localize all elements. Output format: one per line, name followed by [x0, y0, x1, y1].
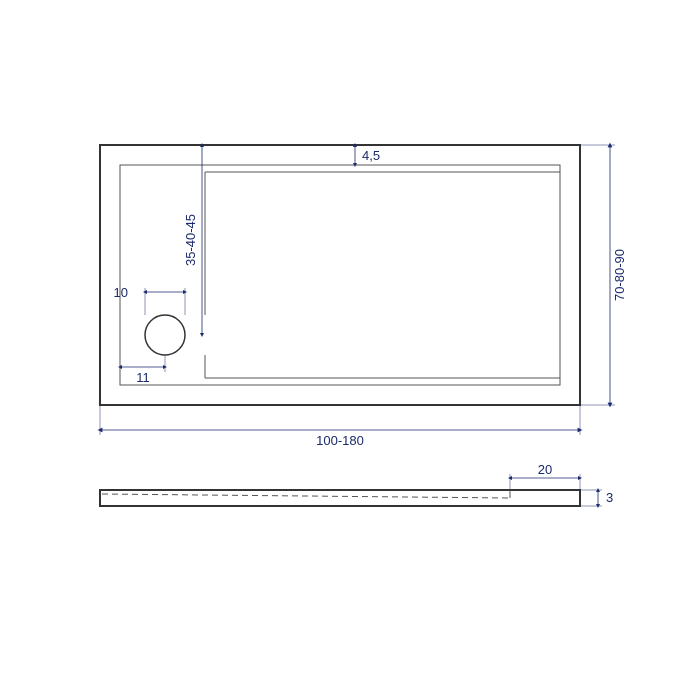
- dim-drain-y: 35-40-45: [183, 145, 202, 335]
- side-view: [100, 490, 580, 506]
- tray-outer-rect: [100, 145, 580, 405]
- dim-side-thick-label: 3: [606, 490, 613, 505]
- dimension-diagram: 100-180 70-80-90 4,5 10 35-40-45 11: [0, 0, 700, 700]
- dim-side-edge-label: 20: [538, 462, 552, 477]
- tray-inner-rect: [120, 165, 560, 385]
- side-dash: [102, 494, 510, 498]
- dim-width-label: 100-180: [316, 433, 364, 448]
- dim-height: 70-80-90: [580, 145, 627, 405]
- dim-height-label: 70-80-90: [612, 249, 627, 301]
- top-view: [100, 145, 580, 405]
- side-rect: [100, 490, 580, 506]
- dim-width: 100-180: [100, 405, 580, 448]
- dim-top-gap: 4,5: [355, 145, 380, 165]
- dim-drain-dia: 10: [114, 285, 185, 315]
- dim-drain-x: 11: [120, 355, 165, 385]
- dim-drain-y-label: 35-40-45: [183, 214, 198, 266]
- dim-top-gap-label: 4,5: [362, 148, 380, 163]
- dim-drain-x-label: 11: [136, 370, 150, 385]
- drain-circle: [145, 315, 185, 355]
- dim-side-thick: 3: [580, 490, 613, 506]
- dim-side-edge: 20: [510, 462, 580, 490]
- dim-drain-dia-label: 10: [114, 285, 128, 300]
